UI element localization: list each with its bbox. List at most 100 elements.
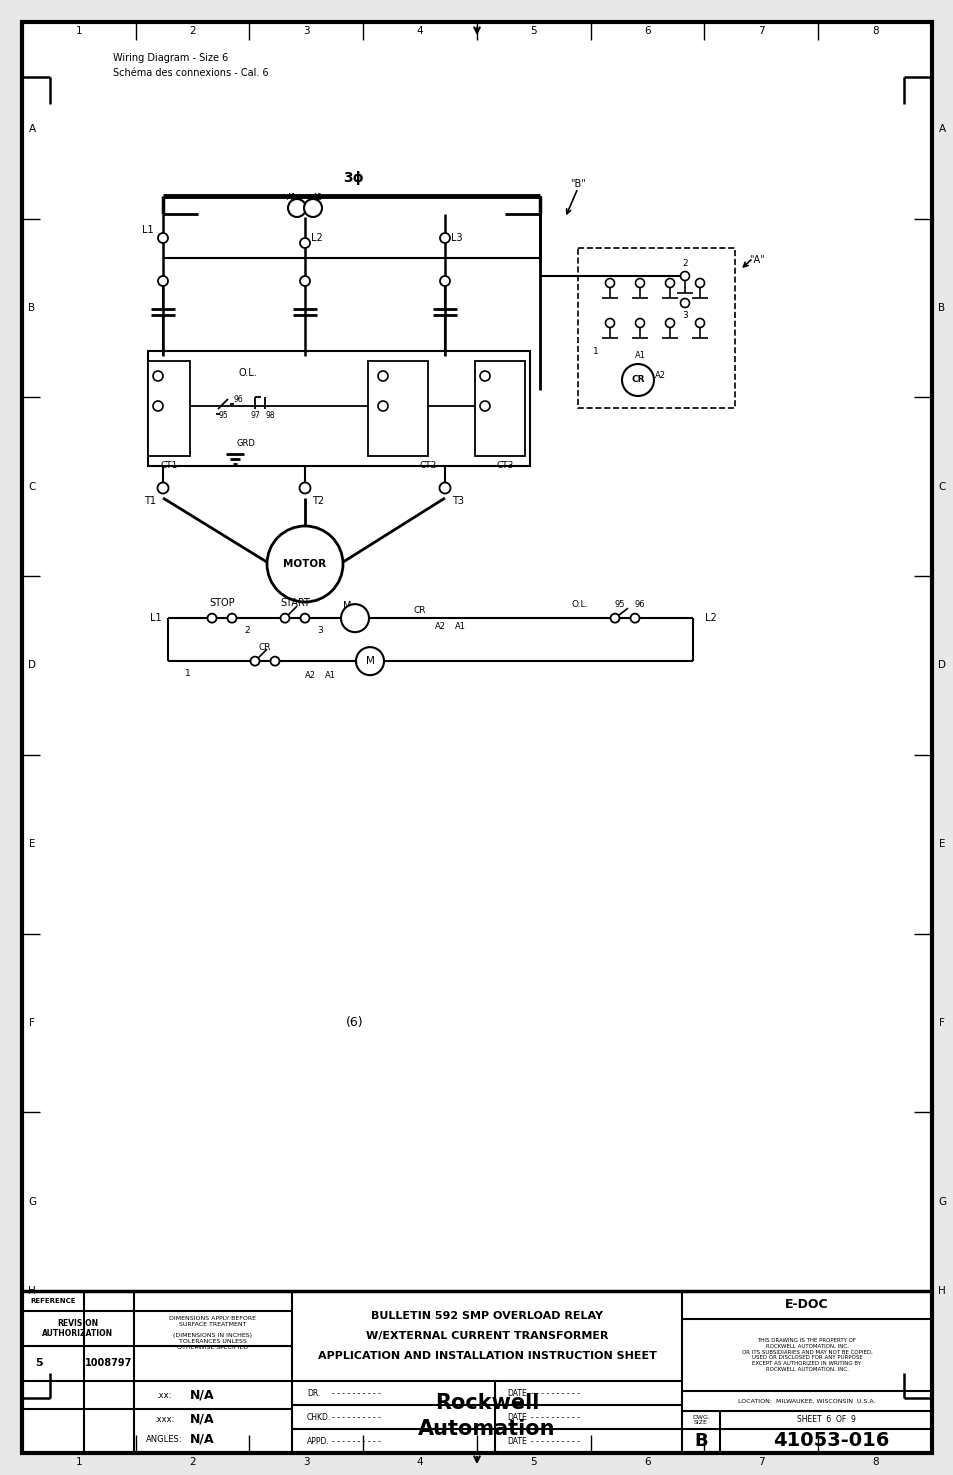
Circle shape	[355, 648, 384, 676]
Text: 4: 4	[416, 1457, 423, 1468]
Text: T2: T2	[312, 496, 324, 506]
Circle shape	[679, 298, 689, 307]
Text: "B": "B"	[570, 178, 585, 189]
Text: M: M	[342, 602, 351, 611]
Circle shape	[299, 276, 310, 286]
Text: 6: 6	[643, 1457, 650, 1468]
Text: 3ϕ: 3ϕ	[342, 171, 363, 184]
Text: 8: 8	[871, 1457, 878, 1468]
Text: 95: 95	[614, 600, 624, 609]
Text: O.L.: O.L.	[571, 600, 588, 609]
Text: A1: A1	[454, 621, 465, 631]
Text: A2: A2	[654, 372, 665, 381]
Circle shape	[479, 401, 490, 412]
Bar	[148, 361, 190, 456]
Text: - - - - - - - - - -: - - - - - - - - - -	[332, 1388, 380, 1397]
Text: N/A: N/A	[190, 1388, 214, 1401]
Text: F: F	[938, 1018, 944, 1028]
Text: 2: 2	[189, 27, 195, 35]
Text: CT1: CT1	[160, 462, 177, 471]
Bar	[475, 361, 524, 456]
Text: Automation: Automation	[417, 1419, 556, 1440]
Circle shape	[479, 372, 490, 381]
Text: 7: 7	[758, 1457, 764, 1468]
Text: .xxx:: .xxx:	[153, 1415, 174, 1423]
Text: 7: 7	[758, 27, 764, 35]
Text: C: C	[29, 482, 35, 491]
Circle shape	[605, 279, 614, 288]
Text: DR.: DR.	[307, 1388, 320, 1397]
Text: CR: CR	[414, 606, 426, 615]
Text: START: START	[280, 599, 310, 608]
Text: 3: 3	[681, 311, 687, 320]
Text: 41053-016: 41053-016	[772, 1432, 888, 1450]
Text: 5: 5	[35, 1358, 43, 1369]
Text: B: B	[29, 302, 35, 313]
Text: W/EXTERNAL CURRENT TRANSFORMER: W/EXTERNAL CURRENT TRANSFORMER	[365, 1330, 608, 1341]
Text: - - - - - - - - - -: - - - - - - - - - -	[530, 1388, 579, 1397]
Text: CT2: CT2	[419, 462, 436, 471]
Text: 3: 3	[316, 625, 322, 634]
Text: STOP: STOP	[209, 599, 234, 608]
Text: 1: 1	[75, 27, 82, 35]
Circle shape	[665, 319, 674, 327]
Circle shape	[621, 364, 654, 395]
Text: E-DOC: E-DOC	[784, 1298, 828, 1311]
Circle shape	[304, 199, 322, 217]
Circle shape	[635, 279, 644, 288]
Text: 1: 1	[593, 347, 598, 355]
Text: (6): (6)	[346, 1016, 363, 1030]
Circle shape	[439, 233, 450, 243]
Text: 6: 6	[643, 27, 650, 35]
Circle shape	[299, 237, 310, 248]
Text: B: B	[694, 1432, 707, 1450]
Circle shape	[300, 614, 309, 622]
Text: T1: T1	[144, 496, 156, 506]
Circle shape	[605, 319, 614, 327]
Text: T3: T3	[452, 496, 463, 506]
Text: G: G	[28, 1196, 36, 1207]
Circle shape	[158, 233, 168, 243]
Circle shape	[227, 614, 236, 622]
Circle shape	[665, 279, 674, 288]
Text: REVISION
AUTHORIZATION: REVISION AUTHORIZATION	[42, 1319, 113, 1338]
Circle shape	[157, 482, 169, 494]
Text: E: E	[938, 839, 944, 850]
Text: L1: L1	[150, 614, 162, 622]
Text: BULLETIN 592 SMP OVERLOAD RELAY: BULLETIN 592 SMP OVERLOAD RELAY	[371, 1311, 602, 1322]
Text: ANGLES:: ANGLES:	[146, 1435, 182, 1444]
Text: DATE: DATE	[506, 1388, 526, 1397]
Text: - - - - - - - - - -: - - - - - - - - - -	[530, 1437, 579, 1445]
Text: GRD: GRD	[236, 440, 255, 448]
Text: APPLICATION AND INSTALLATION INSTRUCTION SHEET: APPLICATION AND INSTALLATION INSTRUCTION…	[317, 1351, 656, 1361]
Text: 4: 4	[416, 27, 423, 35]
Text: H: H	[28, 1286, 36, 1297]
Text: 3: 3	[303, 27, 310, 35]
Circle shape	[635, 319, 644, 327]
Text: "A": "A"	[748, 255, 764, 266]
Text: F: F	[29, 1018, 35, 1028]
Text: Rockwell: Rockwell	[435, 1392, 538, 1413]
Text: L1: L1	[142, 226, 153, 235]
Text: MOTOR: MOTOR	[283, 559, 326, 569]
Text: 2: 2	[244, 625, 250, 634]
Text: A1: A1	[287, 193, 296, 202]
Text: 1: 1	[185, 668, 191, 677]
Text: .xx:: .xx:	[156, 1391, 172, 1400]
Text: 1008797: 1008797	[85, 1358, 132, 1369]
Bar	[368, 361, 428, 456]
Text: A1: A1	[634, 351, 645, 360]
Circle shape	[695, 319, 703, 327]
Text: 5: 5	[530, 1457, 537, 1468]
Text: N/A: N/A	[190, 1413, 214, 1425]
Text: 2: 2	[189, 1457, 195, 1468]
Text: A2: A2	[434, 621, 445, 631]
Text: - - - - - - - - - -: - - - - - - - - - -	[332, 1413, 380, 1422]
Text: 96: 96	[634, 600, 644, 609]
Text: D: D	[937, 661, 945, 671]
Circle shape	[679, 271, 689, 280]
Text: G: G	[937, 1196, 945, 1207]
Text: Schéma des connexions - Cal. 6: Schéma des connexions - Cal. 6	[112, 68, 269, 78]
Text: L2: L2	[311, 233, 322, 243]
Circle shape	[610, 614, 618, 622]
